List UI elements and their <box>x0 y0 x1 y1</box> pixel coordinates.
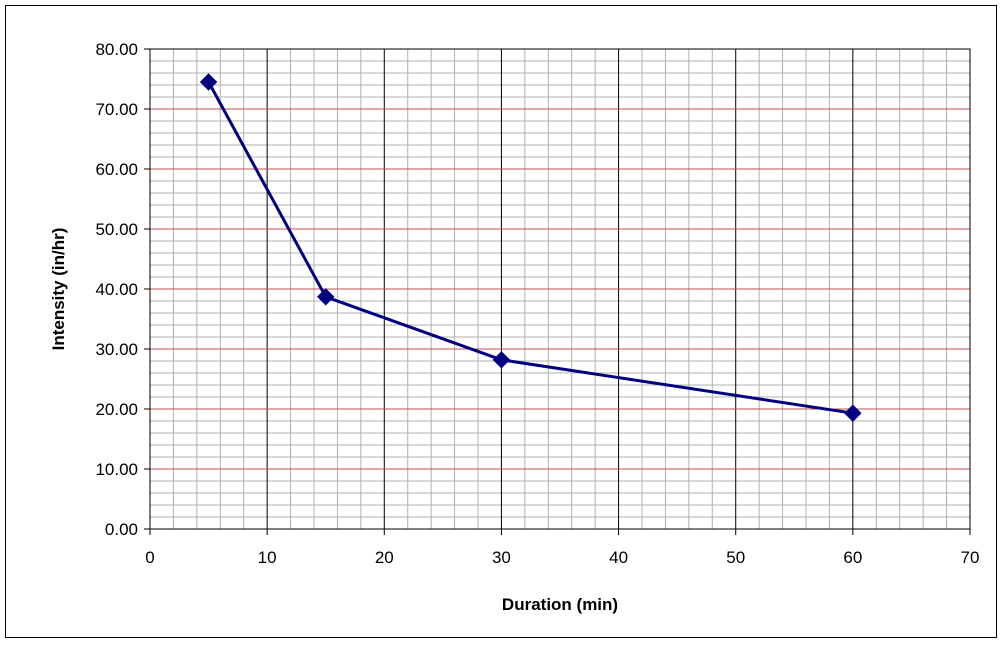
label-layer: 0 10 20 30 40 50 60 70 0.00 10.00 20.00 30.00 40.00 5… <box>95 40 979 567</box>
y-tick-label: 70.00 <box>95 100 138 119</box>
x-tick-label: 40 <box>609 548 628 567</box>
y-tick-label: 80.00 <box>95 40 138 59</box>
y-tick-label: 40.00 <box>95 280 138 299</box>
series-layer <box>199 73 862 422</box>
y-tick-label: 20.00 <box>95 400 138 419</box>
y-tick-label: 10.00 <box>95 460 138 479</box>
x-tick-label: 10 <box>258 548 277 567</box>
y-tick-label: 0.00 <box>105 520 138 539</box>
axis-layer <box>144 48 971 535</box>
x-axis-title: Duration (min) <box>502 595 618 614</box>
data-point-marker <box>199 73 218 91</box>
x-tick-label: 70 <box>961 548 980 567</box>
x-tick-label: 50 <box>726 548 745 567</box>
data-point-marker <box>844 404 862 422</box>
y-axis-title: Intensity (in/hr) <box>49 228 68 351</box>
series-line <box>207 81 854 415</box>
data-point-marker <box>317 288 335 306</box>
x-tick-label: 60 <box>843 548 862 567</box>
x-tick-label: 30 <box>492 548 511 567</box>
grid-layer <box>150 49 970 529</box>
x-tick-label: 0 <box>145 548 154 567</box>
y-tick-label: 50.00 <box>95 220 138 239</box>
x-tick-label: 20 <box>375 548 394 567</box>
y-tick-label: 60.00 <box>95 160 138 179</box>
data-point-marker <box>492 351 511 369</box>
y-tick-label: 30.00 <box>95 340 138 359</box>
